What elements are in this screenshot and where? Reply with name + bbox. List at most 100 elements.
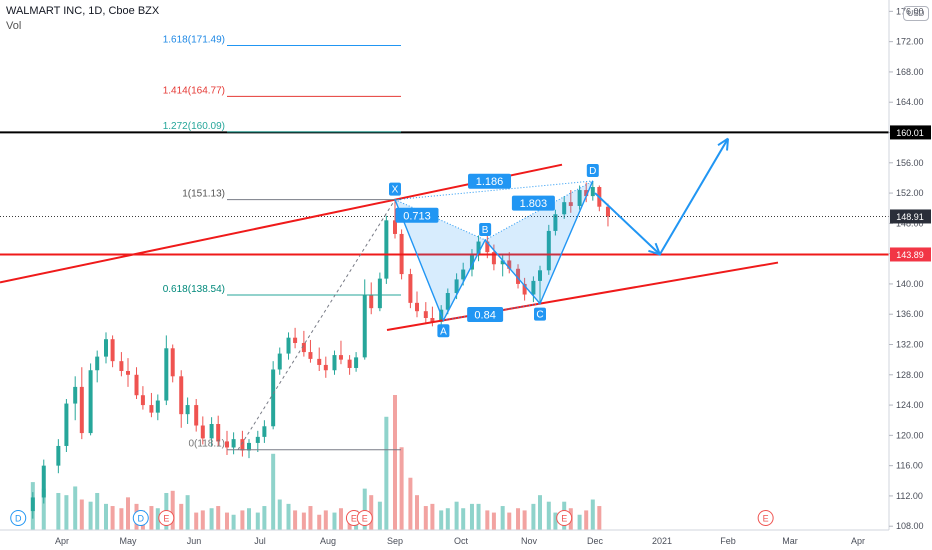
- volume-bar: [200, 510, 205, 530]
- volume-bar: [408, 477, 413, 530]
- price-tick-label: 112.00: [896, 491, 923, 501]
- candle-body: [546, 230, 551, 271]
- volume-bar: [255, 512, 260, 530]
- candle-body: [377, 278, 382, 309]
- projection-arrowhead: [654, 242, 661, 255]
- candle-body: [476, 241, 481, 255]
- candle-body: [262, 426, 267, 437]
- volume-bar: [584, 510, 589, 530]
- price-tick-label: 176.00: [896, 6, 924, 16]
- time-tick-label: Dec: [587, 536, 604, 546]
- price-marker-box: [890, 125, 931, 140]
- candle-body: [584, 190, 589, 197]
- pattern-point-box: [586, 163, 599, 177]
- candle-body: [568, 202, 573, 206]
- fib-level-label: 0(118.1): [188, 439, 225, 450]
- candle-body: [469, 254, 474, 270]
- volume-bar: [155, 508, 160, 530]
- volume-bar: [231, 514, 236, 530]
- candle-body: [538, 270, 542, 281]
- candle-body: [155, 400, 160, 413]
- volume-bar: [516, 508, 521, 530]
- candle-body: [271, 369, 276, 427]
- volume-bar: [507, 512, 512, 530]
- price-tick-label: 152.00: [896, 188, 924, 198]
- candle-body: [516, 268, 521, 284]
- volume-bar: [399, 447, 404, 530]
- earnings-marker-icon: [556, 510, 573, 526]
- candle-body: [430, 318, 435, 322]
- price-tick-label: 140.00: [896, 279, 924, 289]
- volume-bar: [415, 495, 419, 530]
- price-tick-label: 156.00: [896, 158, 924, 168]
- time-tick-label: Jun: [187, 536, 202, 546]
- candle-body: [277, 353, 282, 370]
- candle-body: [194, 405, 199, 426]
- fib-level-label: 1(151.13): [182, 189, 225, 200]
- volume-bar: [179, 503, 184, 530]
- volume-bar: [393, 395, 397, 530]
- event-marker-label: E: [163, 514, 169, 524]
- candle-body: [149, 405, 154, 413]
- price-tick-label: 172.00: [896, 37, 924, 47]
- pattern-ratio-line: [443, 303, 541, 321]
- candle-body: [95, 356, 100, 371]
- time-tick-label: Mar: [782, 536, 798, 546]
- candle-body: [369, 295, 374, 309]
- time-tick-label: 2021: [652, 536, 672, 546]
- volume-bar: [377, 501, 382, 530]
- volume-bar: [538, 495, 542, 530]
- volume-bar: [590, 499, 595, 530]
- volume-bar: [64, 495, 69, 530]
- price-marker-label: 148.91: [896, 212, 924, 222]
- projection-arrowhead: [717, 137, 729, 147]
- pattern-ratio-line: [484, 180, 594, 241]
- earnings-marker-icon: [356, 510, 373, 526]
- volume-bar: [170, 490, 175, 530]
- pattern-ratio-line: [394, 180, 593, 201]
- pattern-point-label: A: [440, 326, 447, 337]
- candle-body: [522, 283, 527, 295]
- pattern-ratio-label: 0.84: [474, 309, 495, 321]
- volume-bar: [271, 453, 276, 530]
- pattern-ratio-label: 1.803: [520, 198, 548, 210]
- volume-bar: [225, 512, 229, 530]
- candle-body: [104, 339, 108, 357]
- pattern-point-box: [437, 324, 450, 338]
- pattern-point-label: X: [392, 185, 399, 196]
- projection-arrowhead: [648, 249, 661, 256]
- volume-bar: [445, 508, 450, 530]
- candle-body: [384, 220, 389, 279]
- time-tick-label: Apr: [55, 536, 69, 546]
- volume-bar: [485, 510, 490, 530]
- volume-bar: [338, 508, 343, 530]
- candle-body: [415, 302, 419, 312]
- candle-body: [362, 295, 367, 358]
- volume-bar: [262, 506, 267, 530]
- volume-bar: [439, 510, 444, 530]
- event-marker-label: D: [15, 514, 22, 524]
- volume-bar: [430, 503, 435, 530]
- candle-body: [88, 370, 93, 434]
- candle-body: [332, 355, 337, 371]
- candle-body: [41, 465, 46, 498]
- candle-body: [562, 202, 567, 215]
- currency-badge[interactable]: USD: [903, 6, 929, 21]
- pattern-point-label: D: [589, 166, 596, 177]
- volume-bar: [454, 501, 459, 530]
- candle-body: [553, 214, 558, 231]
- volume-bar: [56, 492, 61, 530]
- candle-body: [240, 439, 245, 451]
- pattern-ratio-box: [467, 306, 504, 322]
- candle-body: [590, 187, 595, 197]
- pattern-ratio-box: [468, 173, 512, 189]
- candle-body: [231, 439, 236, 448]
- volume-bar: [369, 495, 374, 530]
- time-tick-label: Aug: [320, 536, 336, 546]
- event-marker-label: E: [763, 514, 769, 524]
- time-tick-label: Nov: [521, 536, 538, 546]
- candle-body: [317, 358, 322, 365]
- volume-bar: [469, 503, 474, 530]
- volume-bar: [41, 488, 46, 530]
